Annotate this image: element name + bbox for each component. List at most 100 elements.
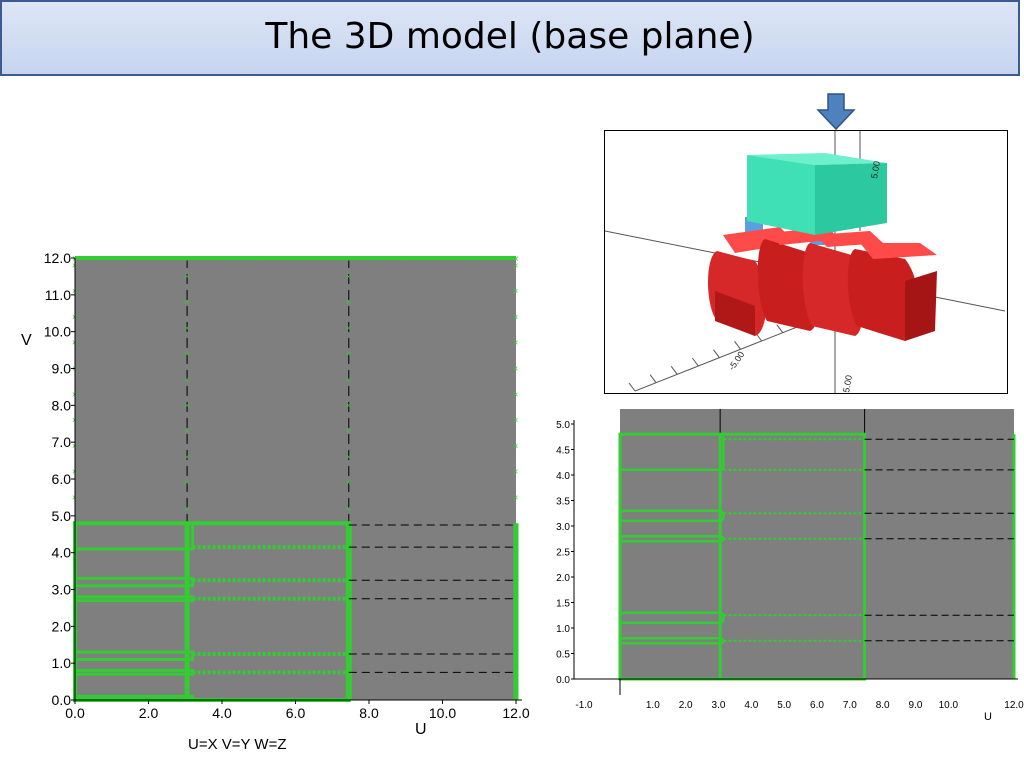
mesh-node: × (184, 271, 189, 281)
mesh-node: × (346, 323, 351, 333)
mesh-node: × (184, 297, 189, 307)
mesh-node: × (184, 400, 189, 410)
x-tick-label: 2.0 (679, 700, 693, 711)
x-tick-label: 0.0 (65, 705, 85, 721)
mesh-node: × (513, 312, 518, 322)
teal-block (747, 153, 887, 235)
y-tick-label: 7.0 (52, 434, 72, 450)
mesh-node: × (184, 452, 189, 462)
axis-tick (691, 357, 699, 367)
x-tick-label: 2.0 (139, 705, 159, 721)
x-tick-label: 4.0 (744, 700, 758, 711)
y-tick-label: 0.0 (52, 692, 72, 708)
mesh-node: × (184, 349, 189, 359)
mesh-node: × (346, 271, 351, 281)
y-tick-label: 10.0 (44, 324, 71, 340)
y-tick-label: 6.0 (52, 471, 72, 487)
mesh-node: × (513, 364, 518, 374)
y-tick-label: 1.5 (556, 599, 570, 610)
y-tick-label: 8.0 (52, 397, 72, 413)
model-3d-canvas: 5.00 -5.00 5.00 (605, 131, 1006, 393)
axis-label: 5.00 (869, 160, 882, 179)
mesh-node: × (346, 426, 351, 436)
x-tick-label: -1.0 (575, 700, 593, 711)
mesh-strip (618, 636, 725, 645)
mesh-node: × (184, 503, 189, 513)
x-tick-label: 4.0 (212, 705, 232, 721)
x-tick-label: 7.0 (843, 700, 857, 711)
mesh-node: × (513, 389, 518, 399)
axis-label: -5.00 (726, 350, 746, 373)
x-tick-label: 8.0 (359, 705, 379, 721)
axis-tick (713, 349, 720, 358)
plot-area (620, 409, 1014, 679)
mesh-node: × (184, 426, 189, 436)
model-3d-view: 5.00 -5.00 5.00 (604, 130, 1008, 394)
y-tick-label: 0.0 (556, 675, 570, 686)
axis-tick (628, 382, 636, 392)
y-tick-label: 4.5 (556, 446, 570, 457)
y-tick-label: 3.5 (556, 497, 570, 508)
mesh-node: × (346, 478, 351, 488)
axis-mapping-caption: U=X V=Y W=Z (188, 736, 287, 753)
mesh-node: × (513, 415, 518, 425)
y-tick-label: 9.0 (52, 361, 72, 377)
mesh-node: × (346, 375, 351, 385)
x-tick-label: 3.0 (712, 700, 726, 711)
y-tick-label: 4.0 (556, 471, 570, 482)
x-tick-label: 10.0 (939, 700, 959, 711)
y-tick-label: 11.0 (45, 287, 71, 303)
mesh-strip (618, 611, 725, 625)
title-bar: The 3D model (base plane) (0, 0, 1020, 76)
mesh-node: × (184, 323, 189, 333)
mesh-node: × (346, 503, 351, 513)
y-tick-label: 1.0 (556, 624, 570, 635)
y-tick-label: 3.0 (52, 582, 72, 598)
mesh-node: × (346, 400, 351, 410)
slide-title: The 3D model (base plane) (265, 16, 755, 57)
x-tick-label: 12.0 (502, 705, 529, 721)
mesh-node: × (513, 441, 518, 451)
x-axis-label: U (984, 711, 992, 723)
axis-tick (776, 324, 784, 333)
y-tick-label: 2.0 (556, 573, 570, 584)
x-tick-label: 6.0 (810, 700, 824, 711)
x-tick-label: 10.0 (429, 705, 456, 721)
mesh-strip (618, 432, 725, 472)
mesh-node: × (346, 349, 351, 359)
y-tick-label: 2.5 (556, 548, 570, 559)
mesh-node: × (513, 338, 518, 348)
x-tick-label: 9.0 (909, 700, 923, 711)
mesh-node: × (184, 478, 189, 488)
y-tick-label: 0.5 (556, 650, 570, 661)
y-tick-label: 5.0 (556, 420, 570, 431)
y-tick-label: 2.0 (52, 618, 72, 634)
mesh-strip (618, 534, 725, 543)
y-tick-label: 3.0 (556, 522, 570, 533)
x-axis-label: U (415, 721, 427, 738)
x-tick-label: 8.0 (876, 700, 890, 711)
y-tick-label: 12.0 (44, 250, 71, 266)
axis-tick (734, 341, 741, 350)
mesh-node: × (346, 452, 351, 462)
y-tick-label: 1.0 (52, 655, 72, 671)
right-mesh-plot: 0.0 0.5 1.0 1.5 2.0 2.5 3.0 3.5 4.0 4.5 5.0 -1.0 1.0… (556, 409, 1024, 723)
axis-tick (670, 366, 678, 375)
red-blocks (708, 227, 937, 341)
y-tick-label: 5.0 (52, 508, 72, 524)
mesh-node: × (346, 297, 351, 307)
x-tick-label: 5.0 (777, 700, 791, 711)
mesh-node: × (184, 375, 189, 385)
axis-tick (649, 374, 657, 383)
mesh-node: × (513, 286, 518, 296)
y-tick-label: 4.0 (52, 545, 72, 561)
x-tick-label: 6.0 (286, 705, 306, 721)
x-tick-label: 1.0 (646, 700, 660, 711)
y-axis-label: V (21, 332, 32, 349)
mesh-strip (618, 509, 725, 523)
plot-area (75, 258, 516, 700)
down-arrow-icon (816, 93, 856, 131)
axis-label: 5.00 (841, 374, 854, 393)
mesh-node: × (513, 492, 518, 502)
left-mesh-plot: ××××××××××××××××××××××××××××××××××××××××… (21, 250, 530, 738)
